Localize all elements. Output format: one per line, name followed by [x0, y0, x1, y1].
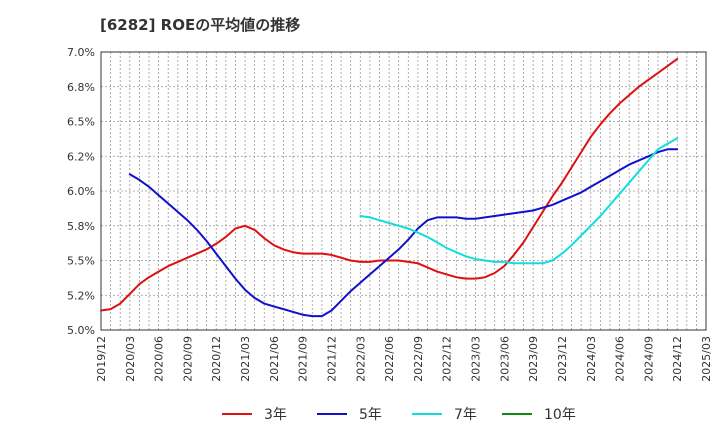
y-tick-label: 5.8%	[67, 220, 95, 233]
y-tick-label: 5.5%	[67, 255, 95, 268]
y-tick-label: 7.0%	[67, 46, 95, 59]
x-tick-label: 2020/03	[124, 336, 137, 382]
plot-area-border	[100, 51, 707, 331]
x-tick-label: 2020/06	[153, 336, 166, 382]
y-tick-label: 6.2%	[67, 150, 95, 163]
x-tick-label: 2022/12	[441, 336, 454, 382]
series-line-7年	[359, 137, 679, 265]
legend-label: 7年	[454, 407, 477, 423]
x-tick-label: 2020/09	[181, 336, 194, 382]
x-tick-label: 2024/06	[614, 336, 627, 382]
x-tick-label: 2021/12	[325, 336, 338, 382]
plot-area-background	[101, 52, 706, 330]
x-tick-label: 2023/09	[527, 336, 540, 382]
x-tick-label: 2022/09	[412, 336, 425, 382]
x-tick-label: 2025/03	[700, 336, 713, 382]
x-tick-label: 2024/12	[671, 336, 684, 382]
x-tick-label: 2020/12	[210, 336, 223, 382]
legend-label: 10年	[544, 407, 576, 423]
series-line-3年	[100, 57, 679, 312]
y-tick-label: 6.0%	[67, 185, 95, 198]
y-axis: 5.0% 5.2% 5.5% 5.8% 6.0% 6.2% 6.5% 6.8% 7.0%	[67, 46, 95, 337]
x-tick-label: 2024/09	[642, 336, 655, 382]
x-tick-label: 2021/09	[297, 336, 310, 382]
legend: 3年 5年 7年 10年	[222, 407, 576, 423]
x-tick-label: 2023/12	[556, 336, 569, 382]
legend-label: 5年	[359, 407, 382, 423]
x-tick-label: 2023/06	[498, 336, 511, 382]
x-tick-label: 2022/03	[354, 336, 367, 382]
x-tick-label: 2019/12	[95, 336, 108, 382]
x-tick-label: 2021/03	[239, 336, 252, 382]
x-tick-label: 2022/06	[383, 336, 396, 382]
chart-title: [6282] ROEの平均値の推移	[100, 16, 301, 34]
y-tick-label: 6.5%	[67, 116, 95, 129]
series-lines	[100, 57, 679, 318]
x-axis: 2019/12 2020/03 2020/06 2020/09 2020/12 2021/…	[95, 336, 713, 382]
y-tick-label: 5.2%	[67, 289, 95, 302]
x-tick-label: 2024/03	[585, 336, 598, 382]
x-tick-label: 2021/06	[268, 336, 281, 382]
series-line-5年	[128, 148, 679, 318]
legend-label: 3年	[264, 407, 287, 423]
y-tick-label: 6.8%	[67, 81, 95, 94]
y-tick-label: 5.0%	[67, 324, 95, 337]
x-tick-label: 2023/03	[470, 336, 483, 382]
